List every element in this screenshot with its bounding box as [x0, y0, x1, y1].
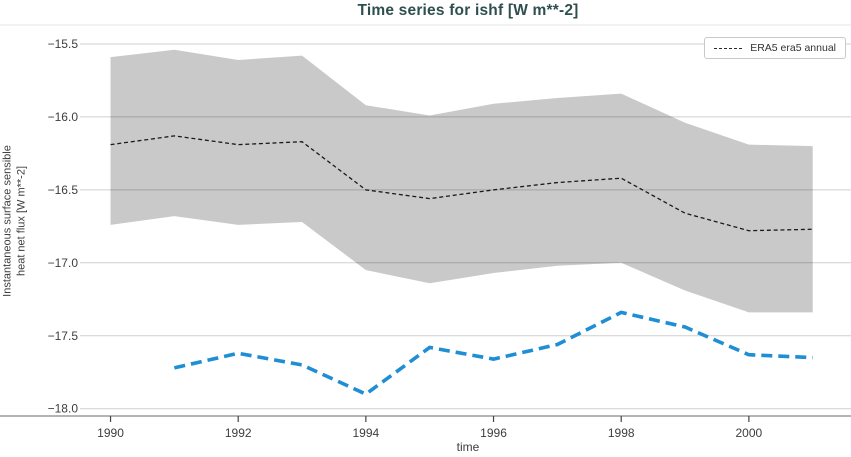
era5-annual-line: [110, 135, 813, 232]
x-axis-label: time: [456, 440, 480, 454]
x-tick-label: 1994: [353, 426, 380, 440]
x-tick-label: 1996: [480, 426, 507, 440]
x-tick-label: 1992: [225, 426, 252, 440]
legend-dashed-line-sample: [714, 47, 743, 49]
y-tick-label: −17.0: [48, 256, 79, 270]
legend-entry-label: ERA5 era5 annual: [750, 42, 836, 54]
blue-series-line: [173, 310, 813, 397]
y-tick-label: −16.5: [48, 183, 79, 197]
confidence-band: [110, 49, 813, 313]
y-tick-label: −17.5: [48, 329, 79, 343]
legend: ERA5 era5 annual: [704, 37, 846, 59]
x-tick-label: 2000: [736, 426, 763, 440]
y-tick-label: −18.0: [48, 402, 79, 416]
y-axis-label-line2: heat net flux [W m**-2]: [16, 165, 28, 277]
x-tick-label: 1998: [608, 426, 635, 440]
y-axis-label-line1: Instantaneous surface sensible: [1, 145, 14, 297]
x-tick-label: 1990: [97, 426, 124, 440]
chart-title: Time series for ishf [W m**-2]: [357, 2, 579, 19]
y-tick-label: −16.0: [48, 110, 79, 124]
y-axis-label: Instantaneous surface sensible heat net …: [1, 11, 30, 431]
y-tick-label: −15.5: [48, 37, 79, 51]
